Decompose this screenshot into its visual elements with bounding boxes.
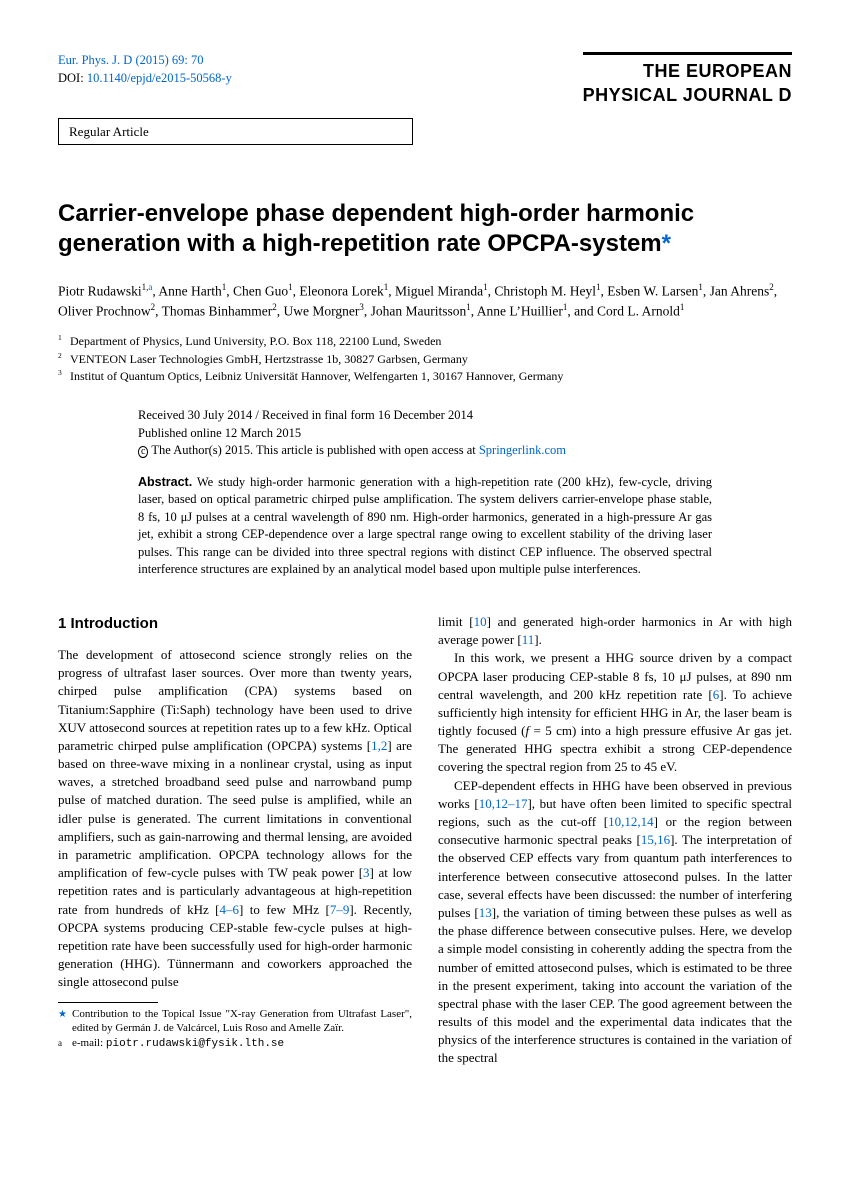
journal-name-line1: THE EUROPEAN xyxy=(583,59,792,83)
citation-link[interactable]: 10,12–17 xyxy=(479,796,528,811)
journal-name-line2: PHYSICAL JOURNAL D xyxy=(583,83,792,107)
footnote-star-icon: ★ xyxy=(58,1009,67,1020)
citation-link[interactable]: 13 xyxy=(479,905,492,920)
page-header: Eur. Phys. J. D (2015) 69: 70 DOI: 10.11… xyxy=(58,52,792,108)
footnotes: ★ Contribution to the Topical Issue "X-r… xyxy=(58,1007,412,1053)
copyright-icon: c xyxy=(138,446,148,458)
footnote-rule xyxy=(58,1002,158,1003)
col2-para-2: In this work, we present a HHG source dr… xyxy=(438,649,792,776)
email-address[interactable]: piotr.rudawski@fysik.lth.se xyxy=(106,1038,284,1050)
citation-link[interactable]: 3 xyxy=(363,865,370,880)
abstract-text: We study high-order harmonic generation … xyxy=(138,475,712,577)
springer-link[interactable]: Springerlink.com xyxy=(479,443,566,457)
col2-para-3: CEP-dependent effects in HHG have been o… xyxy=(438,777,792,1068)
citation-link[interactable]: 4–6 xyxy=(220,902,240,917)
article-type: Regular Article xyxy=(58,118,413,146)
citation-link[interactable]: 10 xyxy=(474,614,487,629)
abstract: Abstract. We study high-order harmonic g… xyxy=(138,474,712,579)
doi-link[interactable]: 10.1140/epjd/e2015-50568-y xyxy=(87,71,232,85)
title-star-icon: * xyxy=(662,230,671,257)
dates-block: Received 30 July 2014 / Received in fina… xyxy=(138,407,712,460)
column-right: limit [10] and generated high-order harm… xyxy=(438,613,792,1068)
col2-para-1: limit [10] and generated high-order harm… xyxy=(438,613,792,649)
citation-link[interactable]: 11 xyxy=(522,632,535,647)
authors-list: Piotr Rudawski1,a, Anne Harth1, Chen Guo… xyxy=(58,281,792,321)
published-date: Published online 12 March 2015 xyxy=(138,425,712,443)
intro-para-1: The development of attosecond science st… xyxy=(58,646,412,992)
citation-link[interactable]: 1,2 xyxy=(371,738,387,753)
received-date: Received 30 July 2014 / Received in fina… xyxy=(138,407,712,425)
footnote-a-marker: a xyxy=(58,1038,62,1048)
affiliations: 1Department of Physics, Lund University,… xyxy=(58,333,792,385)
footnote-contribution: Contribution to the Topical Issue "X-ray… xyxy=(72,1007,412,1037)
intro-heading: 1 Introduction xyxy=(58,613,412,634)
doi-label: DOI: xyxy=(58,71,87,85)
citation-link[interactable]: 15,16 xyxy=(641,832,670,847)
column-left: 1 Introduction The development of attose… xyxy=(58,613,412,1068)
journal-ref-link[interactable]: Eur. Phys. J. D (2015) 69: 70 xyxy=(58,53,204,67)
header-left: Eur. Phys. J. D (2015) 69: 70 DOI: 10.11… xyxy=(58,52,232,87)
citation-link[interactable]: 10,12,14 xyxy=(608,814,654,829)
abstract-label: Abstract. xyxy=(138,475,192,489)
article-title: Carrier-envelope phase dependent high-or… xyxy=(58,199,792,259)
copyright-line: c The Author(s) 2015. This article is pu… xyxy=(138,442,712,460)
footnote-email: e-mail: piotr.rudawski@fysik.lth.se xyxy=(72,1036,284,1052)
body-columns: 1 Introduction The development of attose… xyxy=(58,613,792,1068)
citation-link[interactable]: 6 xyxy=(713,687,720,702)
citation-link[interactable]: 7–9 xyxy=(330,902,350,917)
journal-title-box: THE EUROPEAN PHYSICAL JOURNAL D xyxy=(583,52,792,108)
